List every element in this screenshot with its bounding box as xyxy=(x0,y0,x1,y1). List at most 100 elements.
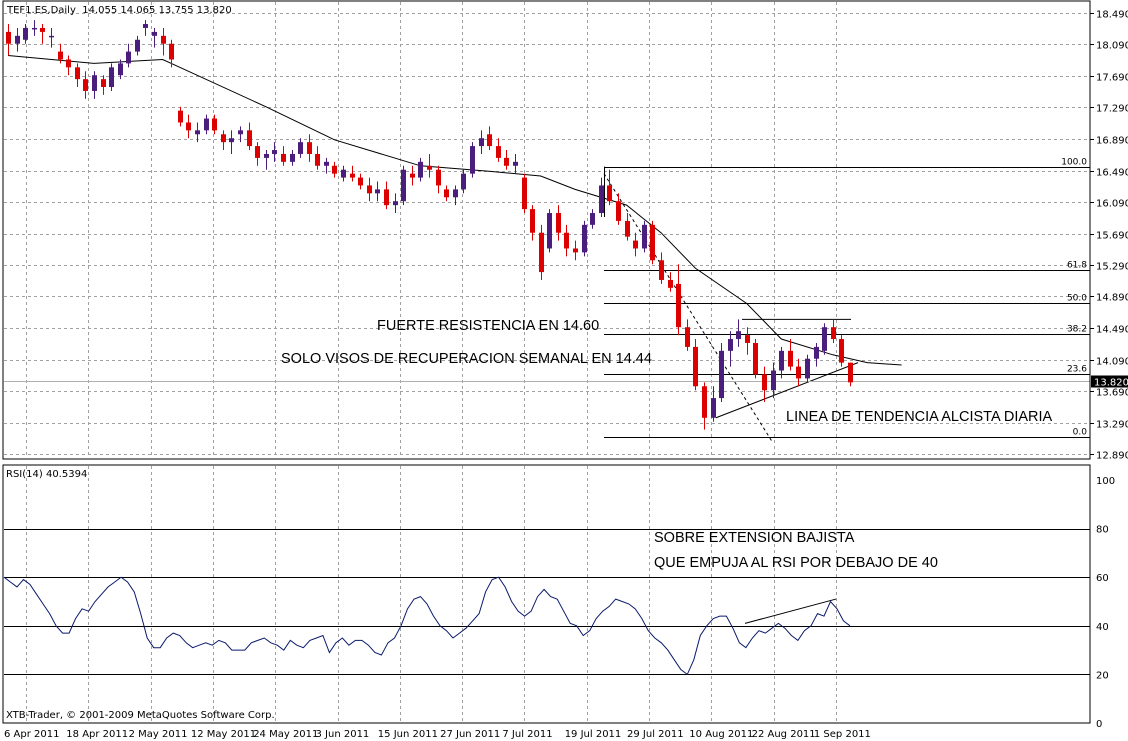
candle-body xyxy=(607,185,612,202)
rsi-series xyxy=(3,576,851,676)
candle-body xyxy=(547,213,552,249)
candle-body xyxy=(358,177,363,186)
date-label: 29 Jul 2011 xyxy=(627,729,684,740)
date-label: 18 Apr 2011 xyxy=(66,729,128,740)
candle-body xyxy=(822,327,827,351)
annotation-resistance: FUERTE RESISTENCIA EN 14.60 xyxy=(377,318,600,334)
price-tick-label: 15.690 xyxy=(1096,231,1128,242)
candle-body xyxy=(143,24,148,28)
candle-body xyxy=(805,358,810,379)
date-label: 22 Aug 2011 xyxy=(752,729,816,740)
rsi-tick-label: 40 xyxy=(1096,622,1109,633)
price-tick-label: 16.090 xyxy=(1096,199,1128,210)
price-tick-label: 13.290 xyxy=(1096,420,1128,431)
candle-body xyxy=(332,165,337,174)
candle-body xyxy=(796,366,801,379)
date-label: 3 Jun 2011 xyxy=(316,729,370,740)
candle-body xyxy=(762,374,767,391)
candle-body xyxy=(582,224,587,253)
candle-body xyxy=(135,39,140,52)
annotation-trendline: LINEA DE TENDENCIA ALCISTA DIARIA xyxy=(786,409,1053,425)
symbol-label: TEF1.ES,Daily xyxy=(7,5,76,16)
candle-body xyxy=(564,232,569,249)
candle-body xyxy=(633,240,638,249)
candle-body xyxy=(212,118,217,131)
price-tick-label: 16.490 xyxy=(1096,168,1128,179)
rsi-tick-label: 20 xyxy=(1096,670,1109,681)
candle-body xyxy=(676,283,681,328)
date-label: 15 Jun 2011 xyxy=(378,729,438,740)
candle-body xyxy=(229,138,234,143)
candle-body xyxy=(831,327,836,340)
moving-average xyxy=(7,55,902,366)
candle-body xyxy=(6,31,11,44)
candle-body xyxy=(590,213,595,225)
candle-body xyxy=(307,142,312,154)
date-label: 19 Jul 2011 xyxy=(565,729,622,740)
price-tick-label: 14.490 xyxy=(1096,325,1128,336)
candle-body xyxy=(66,59,71,68)
candle-body xyxy=(410,173,415,178)
candle-body xyxy=(711,398,716,418)
rsi-line xyxy=(3,576,851,676)
candle-body xyxy=(118,63,123,76)
candle-body xyxy=(839,339,844,363)
candle-body xyxy=(668,279,673,288)
candle-body xyxy=(719,350,724,399)
fibonacci-level-label: 38.2 xyxy=(1067,325,1087,335)
candle-body xyxy=(255,146,260,158)
candle-body xyxy=(479,138,484,147)
candle-body xyxy=(272,150,277,154)
price-tick-label: 17.690 xyxy=(1096,73,1128,84)
date-label: 1 Sep 2011 xyxy=(814,729,871,740)
candle-body xyxy=(556,213,561,233)
fibonacci-level-label: 61.8 xyxy=(1067,261,1087,271)
price-tick-label: 18.490 xyxy=(1096,10,1128,21)
candle-body xyxy=(49,35,54,38)
price-tick-label: 18.090 xyxy=(1096,41,1128,52)
candle-body xyxy=(109,67,114,88)
date-label: 2 May 2011 xyxy=(129,729,188,740)
candle-body xyxy=(393,201,398,206)
date-label: 6 Apr 2011 xyxy=(4,729,59,740)
ohlc-label: 14.055 14.065 13.755 13.820 xyxy=(82,5,232,16)
price-tick-label: 14.090 xyxy=(1096,357,1128,368)
candle-body xyxy=(685,327,690,347)
fibonacci-level-label: 100.0 xyxy=(1061,158,1087,168)
last-price-label: 13.820 xyxy=(1094,378,1128,389)
candle-body xyxy=(461,173,466,190)
rsi-tick-label: 80 xyxy=(1096,525,1109,536)
candle-body xyxy=(83,79,88,91)
date-label: 12 May 2011 xyxy=(191,729,256,740)
price-tick-label: 14.890 xyxy=(1096,293,1128,304)
candle-body xyxy=(625,220,630,237)
candle-body xyxy=(771,370,776,391)
drawn-trendlines xyxy=(4,318,1090,419)
candle-body xyxy=(496,146,501,158)
annotation-rsi-line1: SOBRE EXTENSION BAJISTA xyxy=(654,530,855,546)
candle-body xyxy=(152,31,157,36)
fibonacci-level-label: 23.6 xyxy=(1067,365,1087,375)
price-tick-label: 13.690 xyxy=(1096,388,1128,399)
candle-body xyxy=(642,224,647,249)
price-header: TEF1.ES,Daily 14.055 14.065 13.755 13.82… xyxy=(7,5,232,16)
candle-body xyxy=(427,165,432,170)
copyright-footer: XTB-Trader, © 2001-2009 MetaQuotes Softw… xyxy=(6,710,275,721)
candle-body xyxy=(23,27,28,40)
candle-body xyxy=(367,185,372,194)
candle-body xyxy=(702,386,707,418)
candle-body xyxy=(375,189,380,194)
rsi-grid xyxy=(4,466,1090,723)
price-panel-frame xyxy=(2,0,1091,460)
candle-body xyxy=(341,169,346,178)
candle-body xyxy=(453,189,458,198)
candle-body xyxy=(32,27,37,30)
candle-body xyxy=(650,224,655,261)
candle-body xyxy=(264,153,269,158)
candle-body xyxy=(186,122,191,131)
rsi-tick-label: 60 xyxy=(1096,573,1109,584)
candle-body xyxy=(15,35,20,44)
